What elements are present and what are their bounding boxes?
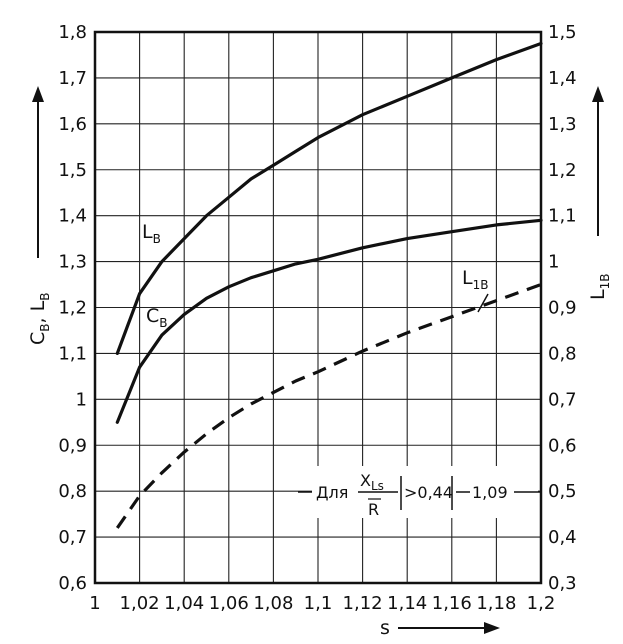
- y-left-tick-label: 1: [76, 389, 87, 410]
- y-right-tick-label: 1,2: [548, 160, 577, 181]
- y-left-tick-label: 0,9: [58, 435, 87, 456]
- annotation-background: [312, 466, 538, 518]
- y-right-tick-label: 0,7: [548, 389, 577, 410]
- x-tick-label: 1,18: [476, 593, 516, 614]
- y-left-tick-label: 1,8: [58, 22, 87, 43]
- x-tick-label: 1,2: [527, 593, 556, 614]
- y-right-tick-label: 0,3: [548, 573, 577, 594]
- x-axis-label: s: [380, 617, 390, 639]
- series-line-lb: [115, 41, 543, 355]
- y-left-tick-labels: 0,6 0,7 0,8 0,9 1 1,1 1,2 1,3 1,4 1,5 1,6 1,7 1,8: [58, 22, 87, 594]
- y-right-tick-label: 0,6: [548, 435, 577, 456]
- series-line-l1b: [115, 282, 542, 529]
- y-left-tick-label: 1,4: [58, 206, 87, 227]
- plot-frame: [93, 30, 543, 585]
- y-right-tick-label: 1,3: [548, 114, 577, 135]
- y-left-axis-label: CB, LB: [27, 293, 52, 345]
- x-tick-label: 1,02: [120, 593, 160, 614]
- x-axis-arrowhead: [484, 622, 500, 634]
- x-tick-label: 1,16: [432, 593, 472, 614]
- y-right-axis-arrowhead: [592, 86, 604, 102]
- y-right-tick-label: 0,4: [548, 527, 577, 548]
- annotation-condition: >0,44: [404, 483, 453, 502]
- curve-label-cb: CB: [146, 305, 168, 330]
- y-left-tick-label: 0,8: [58, 481, 87, 502]
- y-left-tick-label: 0,6: [58, 573, 87, 594]
- annotation-numerator: XLs: [360, 471, 384, 493]
- y-right-tick-label: 1,4: [548, 68, 577, 89]
- annotation-prefix: Для: [316, 483, 348, 502]
- y-right-tick-label: 0,5: [548, 481, 577, 502]
- x-tick-label: 1,04: [164, 593, 204, 614]
- y-left-tick-label: 1,7: [58, 68, 87, 89]
- x-tick-label: 1,08: [253, 593, 293, 614]
- y-left-tick-label: 1,2: [58, 298, 87, 319]
- y-right-tick-label: 0,9: [548, 298, 577, 319]
- y-left-tick-label: 1,3: [58, 252, 87, 273]
- y-right-tick-label: 1: [548, 252, 559, 273]
- annotation-denominator: R: [368, 500, 379, 519]
- curve-label-l1b: L1B: [462, 267, 488, 292]
- y-right-axis-label: L1B: [587, 274, 612, 300]
- y-left-tick-label: 1,6: [58, 114, 87, 135]
- y-right-tick-label: 0,8: [548, 343, 577, 364]
- grid: [95, 32, 541, 583]
- x-tick-label: 1,12: [343, 593, 383, 614]
- x-tick-labels: 1 1,02 1,04 1,06 1,08 1,1 1,12 1,14 1,16 1,18 1,2: [89, 593, 555, 614]
- x-tick-label: 1,14: [387, 593, 427, 614]
- curve-label-l1b-leader: [477, 293, 489, 313]
- x-tick-label: 1,1: [304, 593, 333, 614]
- annotation: Для XLs R >0,44 1,09: [298, 471, 541, 519]
- x-tick-label: 1,06: [209, 593, 249, 614]
- series-line-cb: [115, 218, 543, 424]
- y-right-tick-label: 1,5: [548, 22, 577, 43]
- curve-label-lb: LB: [142, 221, 161, 246]
- y-left-tick-label: 0,7: [58, 527, 87, 548]
- y-left-axis-arrowhead: [32, 86, 44, 102]
- y-right-tick-label: 1,1: [548, 206, 577, 227]
- series-layer: [115, 41, 543, 529]
- x-tick-label: 1: [89, 593, 100, 614]
- y-left-tick-label: 1,1: [58, 343, 87, 364]
- y-right-tick-labels: 0,3 0,4 0,5 0,6 0,7 0,8 0,9 1 1,1 1,2 1,3 1,4 1,5: [548, 22, 577, 594]
- y-left-tick-label: 1,5: [58, 160, 87, 181]
- annotation-value: 1,09: [472, 483, 508, 502]
